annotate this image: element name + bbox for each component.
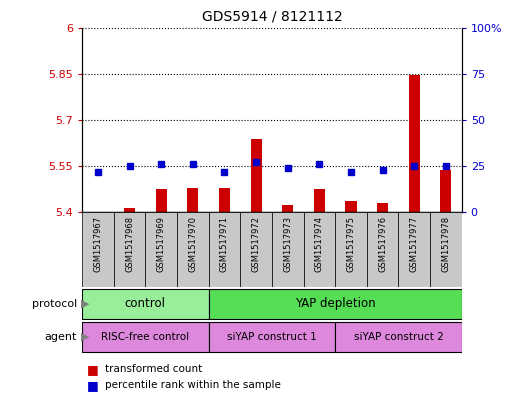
Bar — [82, 212, 114, 287]
Text: GSM1517970: GSM1517970 — [188, 216, 198, 272]
Bar — [345, 201, 357, 212]
Bar — [209, 322, 335, 352]
Bar — [187, 188, 199, 212]
Text: GSM1517967: GSM1517967 — [93, 216, 103, 272]
Bar — [124, 208, 135, 212]
Bar — [92, 211, 104, 212]
Bar — [304, 212, 335, 287]
Text: GSM1517974: GSM1517974 — [315, 216, 324, 272]
Bar — [440, 170, 451, 212]
Text: GSM1517977: GSM1517977 — [410, 216, 419, 272]
Text: GSM1517968: GSM1517968 — [125, 216, 134, 272]
Bar — [335, 212, 367, 287]
Text: protocol: protocol — [32, 299, 77, 309]
Bar — [209, 212, 240, 287]
Text: transformed count: transformed count — [105, 364, 203, 375]
Bar — [82, 288, 209, 319]
Bar — [250, 139, 262, 212]
Bar — [314, 189, 325, 212]
Bar — [367, 212, 399, 287]
Text: control: control — [125, 297, 166, 310]
Bar — [219, 188, 230, 212]
Text: YAP depletion: YAP depletion — [295, 297, 376, 310]
Text: GSM1517975: GSM1517975 — [346, 216, 356, 272]
Text: ▶: ▶ — [81, 299, 90, 309]
Text: ▶: ▶ — [81, 332, 90, 342]
Text: GSM1517973: GSM1517973 — [283, 216, 292, 272]
Text: ■: ■ — [87, 378, 99, 392]
Bar — [282, 205, 293, 212]
Text: siYAP construct 1: siYAP construct 1 — [227, 332, 317, 342]
Bar — [335, 322, 462, 352]
Bar — [399, 212, 430, 287]
Text: agent: agent — [45, 332, 77, 342]
Text: GSM1517971: GSM1517971 — [220, 216, 229, 272]
Bar — [145, 212, 177, 287]
Text: percentile rank within the sample: percentile rank within the sample — [105, 380, 281, 390]
Text: ■: ■ — [87, 363, 99, 376]
Bar — [272, 212, 304, 287]
Text: GSM1517976: GSM1517976 — [378, 216, 387, 272]
Text: RISC-free control: RISC-free control — [101, 332, 189, 342]
Text: siYAP construct 2: siYAP construct 2 — [353, 332, 443, 342]
Bar — [430, 212, 462, 287]
Bar — [409, 75, 420, 212]
Text: GSM1517978: GSM1517978 — [441, 216, 450, 272]
Bar — [209, 288, 462, 319]
Bar — [155, 189, 167, 212]
Text: GSM1517972: GSM1517972 — [251, 216, 261, 272]
Bar — [377, 203, 388, 212]
Bar — [114, 212, 145, 287]
Bar — [82, 322, 209, 352]
Text: GSM1517969: GSM1517969 — [156, 216, 166, 272]
Text: GDS5914 / 8121112: GDS5914 / 8121112 — [202, 9, 342, 24]
Bar — [240, 212, 272, 287]
Bar — [177, 212, 209, 287]
